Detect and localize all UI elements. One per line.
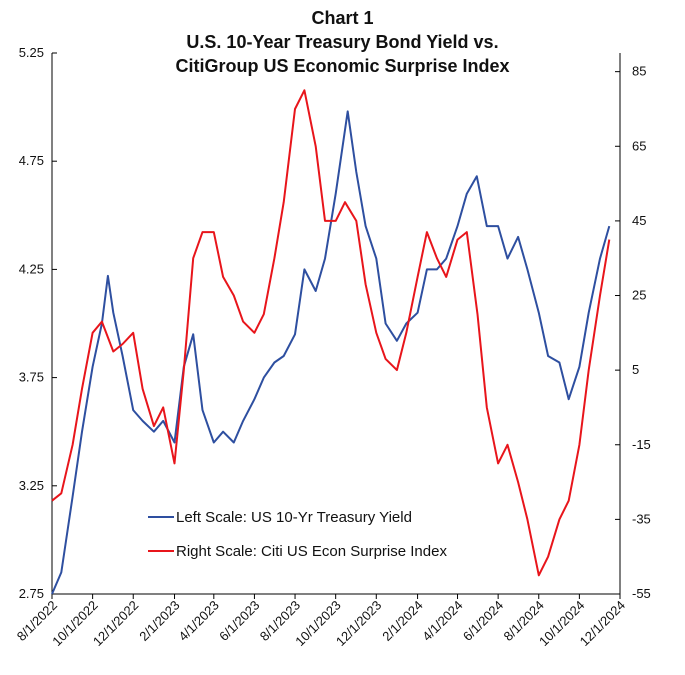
series-line-1 [51,110,611,595]
chart-title-line-3: CitiGroup US Economic Surprise Index [175,56,510,76]
legend: Left Scale: US 10-Yr Treasury Yield Right… [148,509,447,560]
right-tick-label: 85 [632,64,646,79]
right-tick-label: -35 [632,511,651,526]
right-tick-label: 25 [632,288,646,303]
chart-title-line-1: Chart 1 [311,8,374,28]
x-tick-label: 4/1/2024 [419,598,465,644]
x-tick-label: 2/1/2024 [379,598,425,644]
legend-label: Right Scale: Citi US Econ Surprise Index [176,543,447,560]
left-tick-label: 4.75 [19,153,44,168]
right-tick-label: 5 [632,362,639,377]
x-tick-label: 6/1/2024 [460,598,506,644]
x-tick-label: 4/1/2023 [176,598,222,644]
right-tick-label: -15 [632,437,651,452]
left-tick-label: 3.25 [19,478,44,493]
left-tick-label: 4.25 [19,261,44,276]
series-lines [51,89,611,595]
x-tick-label: 2/1/2023 [136,598,182,644]
series-line-2 [51,89,611,577]
right-tick-label: 45 [632,213,646,228]
chart-title: Chart 1 U.S. 10-Year Treasury Bond Yield… [0,6,685,78]
right-tick-label: -55 [632,586,651,601]
right-tick-label: 65 [632,138,646,153]
left-tick-label: 2.75 [19,586,44,601]
left-tick-label: 3.75 [19,370,44,385]
legend-label: Left Scale: US 10-Yr Treasury Yield [176,509,412,526]
chart-title-line-2: U.S. 10-Year Treasury Bond Yield vs. [186,32,499,52]
x-tick-label: 6/1/2023 [216,598,262,644]
left-tick-label: 5.25 [19,45,44,60]
